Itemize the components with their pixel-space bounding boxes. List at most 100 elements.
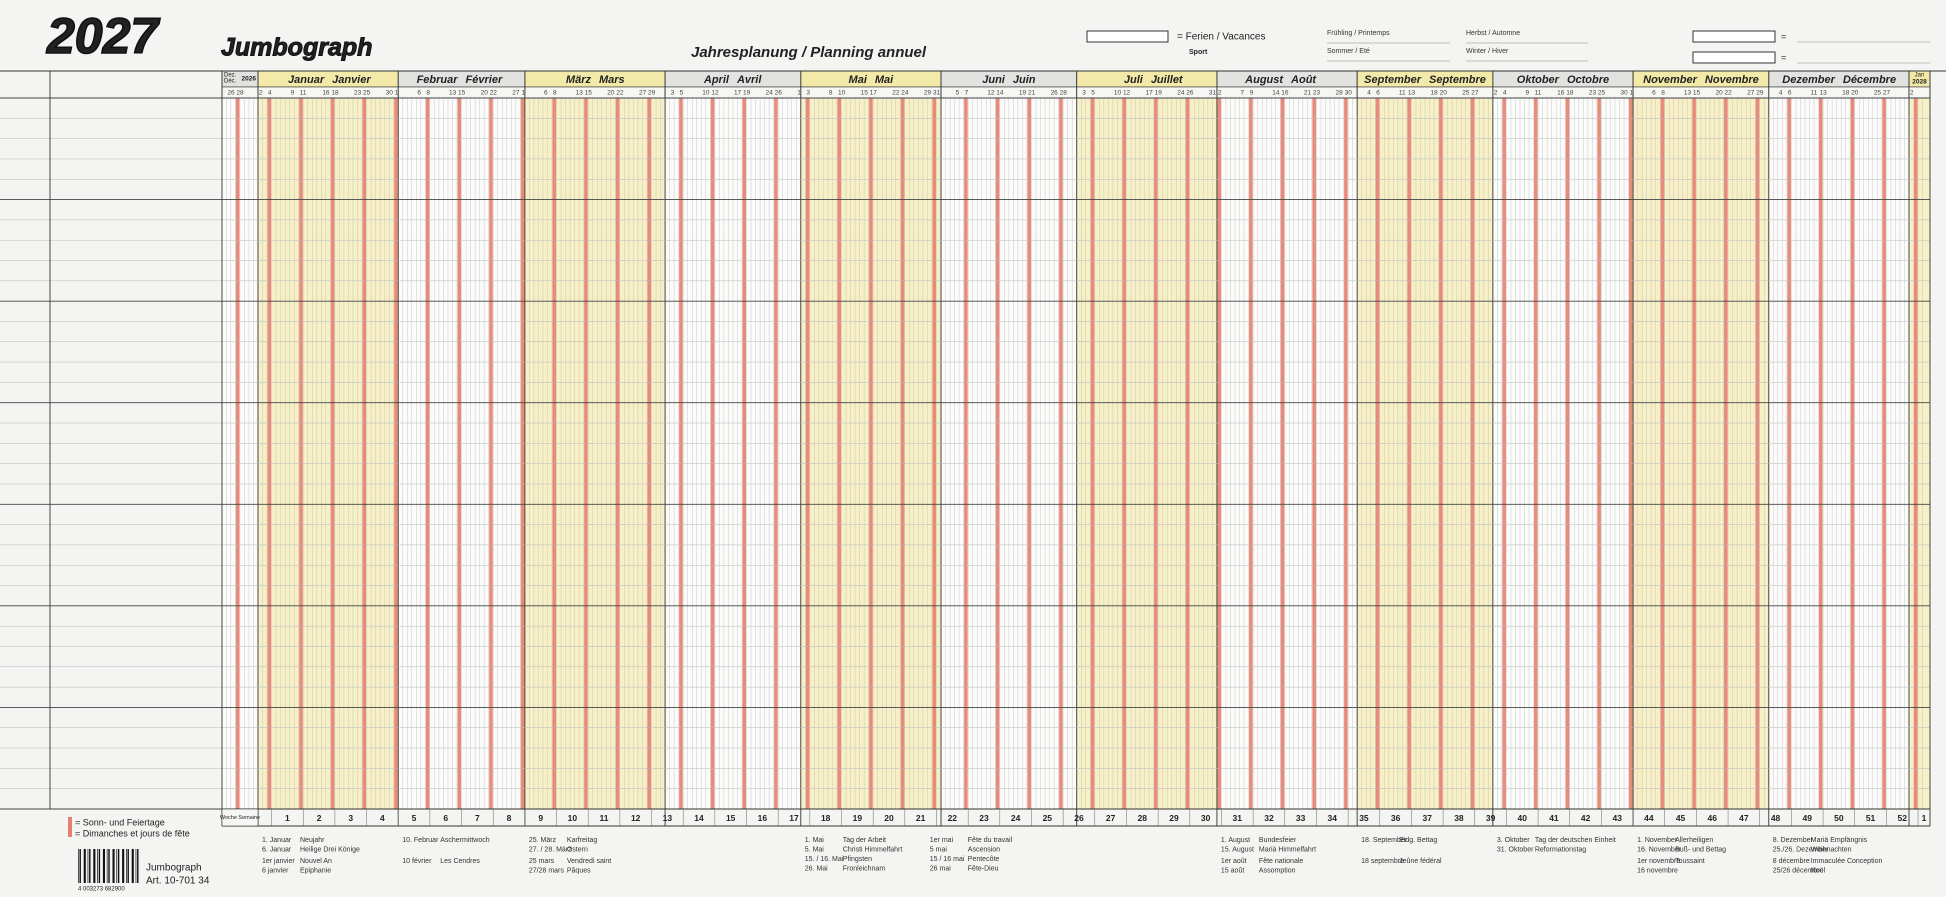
sunday [679, 98, 683, 809]
month-name: Mai [849, 74, 868, 86]
month-column [1216, 98, 1358, 809]
holiday-name: Noël [1811, 867, 1826, 874]
month-header [664, 70, 802, 88]
month-name: Juin [1013, 74, 1036, 86]
sunday [584, 98, 588, 809]
holiday-name: Fronleichnam [843, 865, 886, 872]
bar [83, 849, 86, 883]
week-number: 44 [1644, 813, 1654, 823]
month-column [1909, 98, 1930, 809]
month-name: Octobre [1567, 74, 1609, 86]
bar [112, 849, 115, 883]
month-column [524, 98, 666, 809]
sunday [394, 98, 398, 809]
month-name: Septembre [1429, 74, 1486, 86]
day-number: 19 [1155, 90, 1163, 97]
day-number: 30 [1345, 90, 1353, 97]
day-number: 1 [1630, 90, 1634, 97]
month-header [800, 70, 942, 88]
month-name: Décembre [1843, 74, 1896, 86]
bar [98, 849, 101, 883]
day-number: 13 [449, 90, 457, 97]
week-number: 33 [1296, 813, 1306, 823]
week-number: 42 [1581, 813, 1591, 823]
day-number: 28 [236, 90, 244, 97]
holiday-date: 8 décembre [1773, 858, 1810, 865]
sunday [1597, 98, 1601, 809]
week-number: 23 [979, 813, 989, 823]
holiday-date: 16. November [1637, 846, 1682, 853]
month-name: Avril [736, 74, 762, 86]
sunday [1787, 98, 1791, 809]
month-name: Juli [1124, 74, 1144, 86]
week-number: 38 [1454, 813, 1464, 823]
week-number: 24 [1011, 813, 1021, 823]
grid [0, 70, 1946, 827]
week-number: 41 [1549, 813, 1559, 823]
day-number: 6 [1652, 90, 1656, 97]
week-number: 50 [1834, 813, 1844, 823]
sunday [647, 98, 652, 809]
month-name: Jan [1915, 73, 1925, 79]
week-number: 22 [948, 813, 958, 823]
week-number: 39 [1486, 813, 1496, 823]
holiday-name: Buß- und Bettag [1675, 846, 1726, 853]
season: Sommer / Eté [1327, 48, 1370, 55]
month-name: Oktober [1517, 74, 1560, 86]
holiday-date: 25 mars [529, 858, 555, 865]
day-number: 26 [1186, 90, 1194, 97]
holiday-date: 25./26. Dezember [1773, 846, 1829, 853]
sunday [900, 98, 905, 809]
month-column [258, 98, 399, 809]
week-number: 20 [884, 813, 894, 823]
day-number: 29 [924, 90, 932, 97]
barcode [78, 849, 139, 883]
month-column [1076, 98, 1217, 809]
day-number: 24 [766, 90, 774, 97]
day-number: 27 [639, 90, 647, 97]
sunday [774, 98, 778, 809]
week-number: 13 [663, 813, 673, 823]
bar [135, 849, 137, 883]
holiday-name: Allerheiligen [1675, 837, 1713, 844]
week-number: 30 [1201, 813, 1211, 823]
holiday-date: 6. Januar [262, 846, 292, 853]
sunday [1027, 98, 1031, 809]
month-header [940, 70, 1078, 88]
day-number: 30 [1621, 90, 1629, 97]
month-header [1076, 70, 1218, 88]
bar [131, 849, 134, 883]
day-number: 5 [1091, 90, 1095, 97]
day-number: 22 [1725, 90, 1733, 97]
week-number: 27 [1106, 813, 1116, 823]
day-number: 9 [1526, 90, 1530, 97]
day-number: 29 [648, 90, 656, 97]
week-number: 5 [412, 813, 417, 823]
holiday-date: 26. Mai [805, 865, 828, 872]
day-number: 31 [933, 90, 941, 97]
sunday [805, 98, 810, 809]
day-number: 1 [521, 90, 525, 97]
bar [79, 849, 81, 883]
day-number: 21 [1028, 90, 1036, 97]
month-header [257, 70, 399, 88]
holiday-date: 31. Oktober [1497, 846, 1534, 853]
day-number: 25 [1462, 90, 1470, 97]
sport: Sport [1189, 49, 1208, 56]
day-number: 4 [268, 90, 272, 97]
day-number: 10 [702, 90, 710, 97]
week-number: 8 [507, 813, 512, 823]
sunday [1249, 98, 1253, 809]
holiday-date: 15. / 16. Mai [805, 856, 844, 863]
brand: Jumbograph [221, 34, 372, 62]
month-name: Février [466, 74, 503, 86]
sunday [1375, 98, 1380, 809]
sunday [1280, 98, 1285, 809]
sunday [425, 98, 430, 809]
holiday-date: 5. Mai [805, 846, 825, 853]
week-number: 34 [1328, 813, 1338, 823]
sunday [1692, 98, 1696, 809]
day-number: 15 [585, 90, 593, 97]
week-number: 37 [1423, 813, 1433, 823]
